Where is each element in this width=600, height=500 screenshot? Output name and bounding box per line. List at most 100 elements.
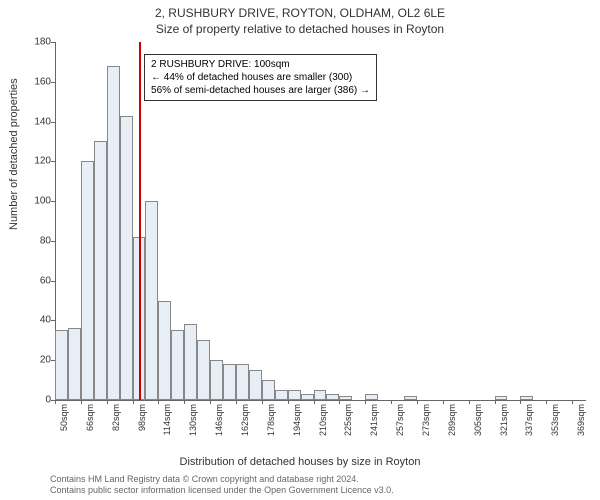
histogram-bar bbox=[158, 301, 171, 400]
histogram-bar bbox=[301, 394, 314, 400]
x-tick-label: 178sqm bbox=[266, 404, 276, 448]
x-tick-mark bbox=[339, 400, 340, 404]
x-tick-label: 146sqm bbox=[214, 404, 224, 448]
footer-line1: Contains HM Land Registry data © Crown c… bbox=[50, 474, 394, 485]
footer-attribution: Contains HM Land Registry data © Crown c… bbox=[50, 474, 394, 496]
x-tick-mark bbox=[495, 400, 496, 404]
x-tick-mark bbox=[546, 400, 547, 404]
x-tick-mark bbox=[314, 400, 315, 404]
y-tick-label: 80 bbox=[21, 235, 51, 246]
x-tick-label: 130sqm bbox=[188, 404, 198, 448]
x-tick-label: 50sqm bbox=[59, 404, 69, 448]
histogram-bar bbox=[404, 396, 417, 400]
histogram-bar bbox=[120, 116, 133, 400]
x-tick-mark bbox=[520, 400, 521, 404]
histogram-bar bbox=[288, 390, 301, 400]
y-tick-label: 20 bbox=[21, 355, 51, 366]
y-tick-label: 0 bbox=[21, 395, 51, 406]
histogram-bar bbox=[249, 370, 262, 400]
x-tick-label: 337sqm bbox=[524, 404, 534, 448]
x-tick-label: 194sqm bbox=[292, 404, 302, 448]
x-tick-mark bbox=[184, 400, 185, 404]
x-tick-label: 225sqm bbox=[343, 404, 353, 448]
histogram-bar bbox=[365, 394, 378, 400]
x-tick-mark bbox=[443, 400, 444, 404]
x-tick-mark bbox=[391, 400, 392, 404]
x-tick-label: 321sqm bbox=[499, 404, 509, 448]
chart-title-line2: Size of property relative to detached ho… bbox=[0, 22, 600, 36]
annotation-box: 2 RUSHBURY DRIVE: 100sqm← 44% of detache… bbox=[144, 54, 377, 101]
y-tick-label: 160 bbox=[21, 76, 51, 87]
y-axis-label: Number of detached properties bbox=[8, 78, 20, 230]
histogram-bar bbox=[236, 364, 249, 400]
x-tick-mark bbox=[262, 400, 263, 404]
marker-line bbox=[139, 42, 141, 400]
y-tick-mark bbox=[51, 320, 55, 321]
x-tick-label: 289sqm bbox=[447, 404, 457, 448]
x-tick-mark bbox=[107, 400, 108, 404]
histogram-bar bbox=[210, 360, 223, 400]
x-tick-mark bbox=[158, 400, 159, 404]
histogram-bar bbox=[223, 364, 236, 400]
histogram-bar bbox=[145, 201, 158, 400]
x-tick-mark bbox=[210, 400, 211, 404]
annotation-line3: 56% of semi-detached houses are larger (… bbox=[151, 84, 370, 97]
x-tick-label: 114sqm bbox=[162, 404, 172, 448]
y-tick-label: 100 bbox=[21, 196, 51, 207]
y-tick-mark bbox=[51, 161, 55, 162]
histogram-bar bbox=[184, 324, 197, 400]
x-tick-label: 98sqm bbox=[137, 404, 147, 448]
histogram-bar bbox=[81, 161, 94, 400]
x-tick-label: 82sqm bbox=[111, 404, 121, 448]
y-tick-mark bbox=[51, 281, 55, 282]
histogram-bar bbox=[262, 380, 275, 400]
x-tick-mark bbox=[469, 400, 470, 404]
x-tick-mark bbox=[572, 400, 573, 404]
chart-title-line1: 2, RUSHBURY DRIVE, ROYTON, OLDHAM, OL2 6… bbox=[0, 6, 600, 20]
plot-area: 02040608010012014016018050sqm66sqm82sqm9… bbox=[55, 42, 585, 400]
x-tick-label: 257sqm bbox=[395, 404, 405, 448]
histogram-bar bbox=[68, 328, 81, 400]
x-tick-mark bbox=[81, 400, 82, 404]
x-tick-mark bbox=[417, 400, 418, 404]
histogram-bar bbox=[171, 330, 184, 400]
histogram-bar bbox=[339, 396, 352, 400]
x-tick-label: 305sqm bbox=[473, 404, 483, 448]
annotation-line1: 2 RUSHBURY DRIVE: 100sqm bbox=[151, 58, 370, 71]
y-tick-mark bbox=[51, 82, 55, 83]
x-tick-label: 273sqm bbox=[421, 404, 431, 448]
histogram-bar bbox=[326, 394, 339, 400]
chart-container: 2, RUSHBURY DRIVE, ROYTON, OLDHAM, OL2 6… bbox=[0, 0, 600, 500]
histogram-bar bbox=[197, 340, 210, 400]
y-tick-label: 60 bbox=[21, 275, 51, 286]
y-tick-label: 40 bbox=[21, 315, 51, 326]
footer-line2: Contains public sector information licen… bbox=[50, 485, 394, 496]
histogram-bar bbox=[55, 330, 68, 400]
x-tick-mark bbox=[365, 400, 366, 404]
x-tick-label: 369sqm bbox=[576, 404, 586, 448]
x-tick-label: 353sqm bbox=[550, 404, 560, 448]
x-tick-mark bbox=[133, 400, 134, 404]
y-tick-label: 120 bbox=[21, 156, 51, 167]
histogram-bar bbox=[520, 396, 533, 400]
x-tick-label: 241sqm bbox=[369, 404, 379, 448]
annotation-line2: ← 44% of detached houses are smaller (30… bbox=[151, 71, 370, 84]
histogram-bar bbox=[275, 390, 288, 400]
x-tick-mark bbox=[236, 400, 237, 404]
x-tick-label: 162sqm bbox=[240, 404, 250, 448]
y-tick-mark bbox=[51, 241, 55, 242]
x-tick-mark bbox=[55, 400, 56, 404]
x-axis-label: Distribution of detached houses by size … bbox=[0, 456, 600, 468]
x-tick-label: 66sqm bbox=[85, 404, 95, 448]
histogram-bar bbox=[314, 390, 327, 400]
y-tick-label: 180 bbox=[21, 37, 51, 48]
histogram-bar bbox=[495, 396, 508, 400]
y-tick-mark bbox=[51, 42, 55, 43]
x-tick-label: 210sqm bbox=[318, 404, 328, 448]
y-tick-label: 140 bbox=[21, 116, 51, 127]
histogram-bar bbox=[107, 66, 120, 400]
y-tick-mark bbox=[51, 201, 55, 202]
x-tick-mark bbox=[288, 400, 289, 404]
histogram-bar bbox=[94, 141, 107, 400]
y-tick-mark bbox=[51, 122, 55, 123]
